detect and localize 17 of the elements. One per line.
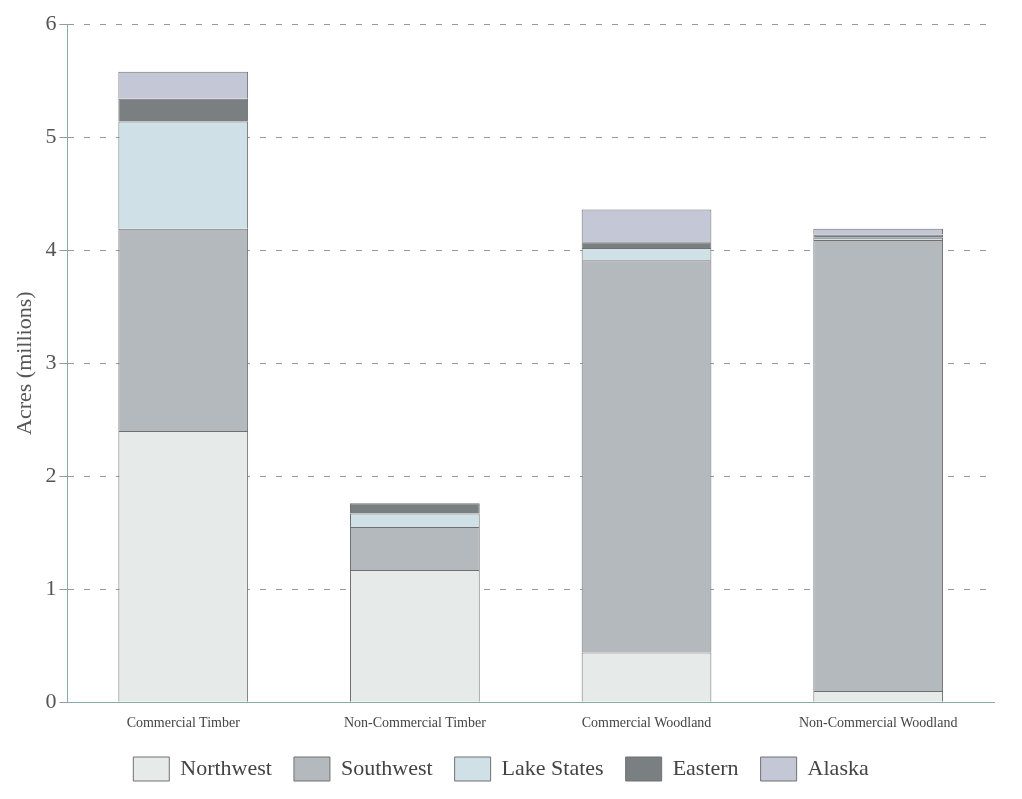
legend-label: Northwest	[180, 754, 272, 780]
y-tick-label: 2	[45, 461, 57, 487]
y-axis-title: Acres (millions)	[10, 291, 36, 435]
legend-label: Alaska	[807, 754, 869, 780]
legend-label: Eastern	[672, 754, 739, 780]
y-tick-label: 5	[45, 122, 57, 148]
y-tick-label: 3	[45, 348, 57, 374]
y-tick-label: 1	[45, 574, 57, 600]
legend-label: Lake States	[501, 754, 604, 780]
x-tick-label: Commercial Woodland	[581, 715, 712, 731]
x-tick-label: Non-Commercial Woodland	[798, 715, 958, 731]
legend-label: Southwest	[340, 754, 433, 780]
x-tick-label: Non-Commercial Timber	[343, 715, 487, 731]
y-tick-label: 6	[45, 9, 57, 35]
y-tick-label: 0	[45, 687, 57, 713]
y-tick-label: 4	[45, 235, 57, 261]
x-tick-label: Commercial Timber	[126, 715, 241, 731]
